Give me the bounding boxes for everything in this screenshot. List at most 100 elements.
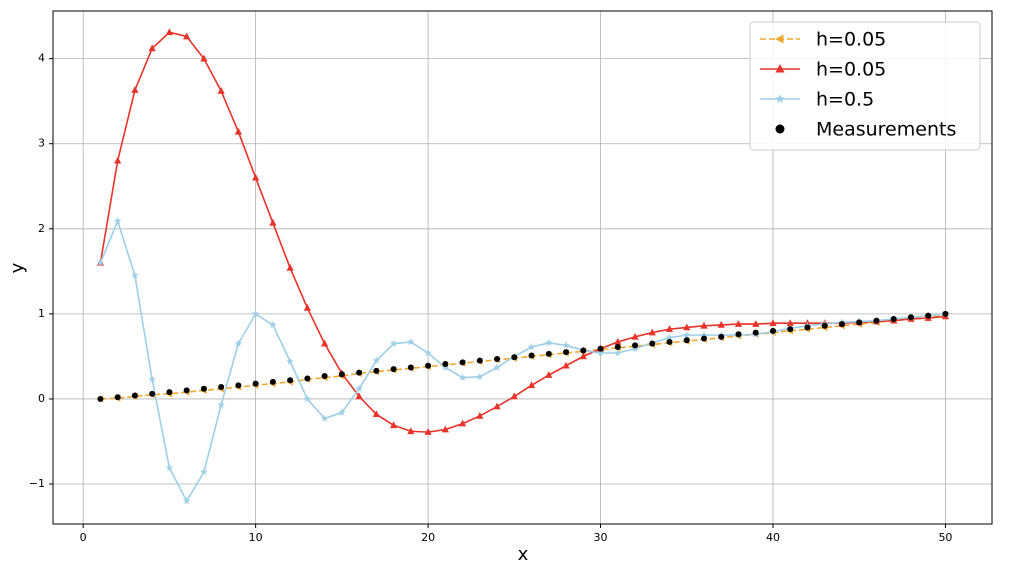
marker	[631, 332, 639, 340]
marker	[355, 392, 363, 400]
marker	[649, 340, 656, 347]
series-line	[99, 31, 946, 433]
marker	[752, 320, 760, 327]
marker	[200, 54, 208, 62]
marker	[269, 320, 277, 329]
marker	[769, 319, 777, 327]
marker	[775, 94, 785, 104]
marker	[527, 343, 536, 351]
marker	[113, 217, 122, 225]
y-tick-label: 1	[38, 307, 45, 320]
legend-box	[749, 21, 981, 151]
marker	[735, 331, 742, 338]
marker	[372, 356, 381, 364]
marker	[149, 390, 156, 397]
legend-label: h=0.5	[816, 89, 874, 111]
marker	[666, 338, 673, 345]
marker	[734, 320, 743, 327]
marker	[321, 372, 328, 379]
marker	[218, 384, 225, 391]
series-line	[99, 218, 946, 503]
marker	[510, 392, 518, 400]
marker	[165, 28, 174, 36]
marker	[407, 364, 414, 371]
marker	[441, 363, 450, 371]
y-tick-label: 4	[38, 52, 45, 65]
marker	[700, 331, 708, 339]
marker	[166, 389, 173, 396]
marker	[544, 338, 553, 347]
marker	[717, 320, 725, 328]
marker	[355, 384, 363, 392]
marker	[131, 271, 139, 279]
marker	[320, 414, 329, 422]
marker	[183, 32, 191, 40]
marker	[356, 369, 363, 376]
marker	[96, 258, 105, 267]
x-tick-label: 10	[249, 531, 263, 544]
marker	[700, 321, 708, 329]
marker	[683, 337, 690, 344]
marker	[718, 333, 725, 340]
marker	[424, 349, 432, 357]
marker	[269, 378, 276, 385]
x-tick-label: 50	[938, 531, 952, 544]
marker	[287, 377, 294, 384]
marker	[338, 408, 346, 416]
marker	[683, 323, 691, 331]
marker	[286, 263, 294, 271]
marker	[580, 347, 587, 354]
marker	[407, 427, 415, 435]
marker	[632, 342, 639, 349]
marker	[183, 387, 190, 394]
marker	[821, 322, 828, 329]
marker	[165, 463, 174, 472]
x-tick-label: 0	[80, 531, 87, 544]
marker	[476, 372, 484, 381]
x-tick-label: 20	[421, 531, 435, 544]
marker	[775, 34, 784, 44]
marker	[234, 127, 242, 135]
plot-frame	[52, 10, 993, 525]
marker	[494, 355, 501, 362]
y-axis-label: y	[7, 262, 28, 273]
marker	[389, 421, 398, 429]
x-tick-label: 30	[594, 531, 608, 544]
marker	[614, 344, 621, 351]
marker	[804, 324, 811, 331]
marker	[217, 86, 225, 94]
marker	[786, 319, 794, 327]
marker	[234, 339, 243, 347]
marker	[769, 327, 776, 334]
marker	[907, 314, 914, 321]
marker	[787, 326, 794, 333]
marker	[752, 329, 759, 336]
marker	[631, 344, 639, 352]
marker	[372, 410, 380, 418]
marker	[613, 349, 622, 357]
marker	[596, 349, 605, 357]
marker	[476, 357, 483, 364]
legend-label: h=0.05	[816, 29, 886, 51]
marker	[562, 341, 570, 349]
marker	[775, 124, 785, 134]
marker	[458, 419, 467, 427]
marker	[873, 317, 880, 324]
marker	[114, 394, 121, 401]
series-line	[100, 314, 946, 400]
marker	[545, 371, 553, 378]
marker	[131, 86, 139, 93]
marker	[235, 382, 242, 389]
marker	[563, 349, 570, 356]
x-axis-label: x	[518, 544, 529, 565]
marker	[389, 339, 398, 347]
marker	[114, 156, 122, 164]
marker	[665, 325, 674, 332]
marker	[217, 400, 225, 409]
marker	[373, 367, 380, 374]
marker	[545, 350, 552, 357]
marker	[251, 309, 260, 318]
marker	[252, 380, 259, 387]
y-tick-label: 3	[38, 137, 45, 150]
x-tick-label: 40	[766, 531, 780, 544]
